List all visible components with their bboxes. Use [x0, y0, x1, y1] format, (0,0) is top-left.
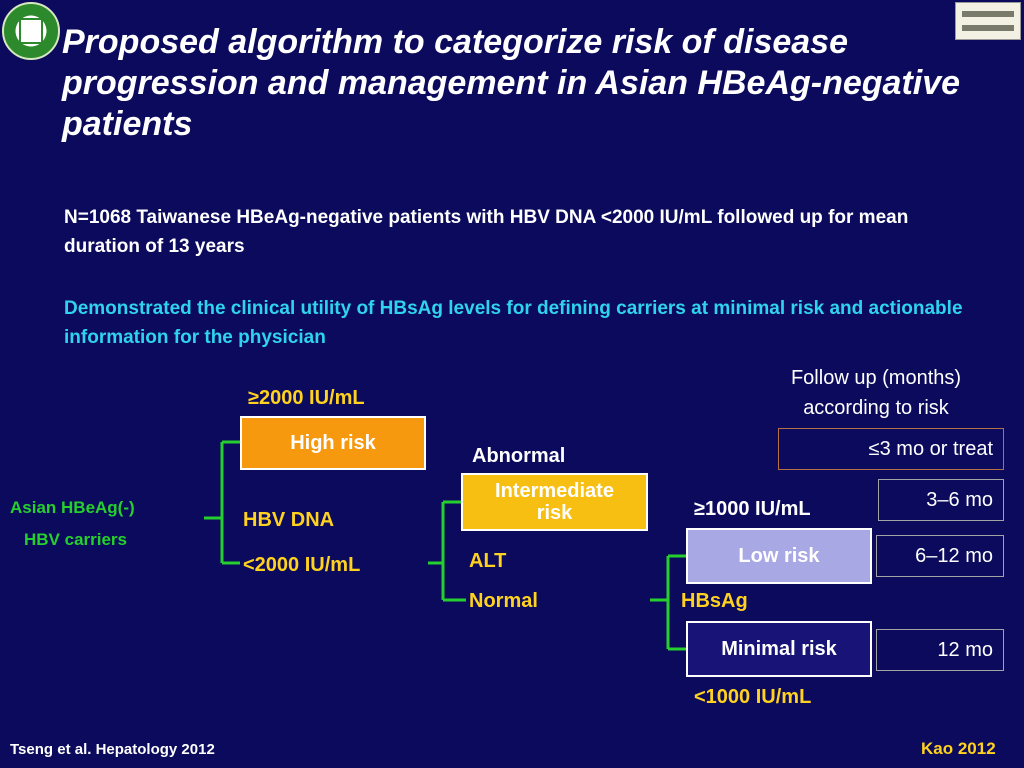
followup-header-line1: Follow up (months) — [790, 367, 962, 389]
intermediate-risk-line1: Intermediate — [495, 480, 614, 502]
hbsag-threshold-high: ≥1000 IU/mL — [694, 498, 811, 520]
hbsag-threshold-low: <1000 IU/mL — [694, 686, 812, 708]
followup-header-line2: according to risk — [803, 397, 949, 419]
university-seal-logo — [2, 2, 60, 60]
hbsag-label: HBsAg — [681, 590, 748, 612]
population-label-line2: HBV carriers — [24, 530, 128, 549]
author-credit: Kao 2012 — [921, 739, 996, 758]
hospital-logo — [955, 2, 1021, 40]
alt-label: ALT — [469, 550, 507, 572]
followup-high-risk: ≤3 mo or treat — [778, 428, 1004, 470]
study-conclusion: Demonstrated the clinical utility of HBs… — [64, 298, 963, 348]
dna-threshold-low: <2000 IU/mL — [243, 554, 361, 576]
slide-title: Proposed algorithm to categorize risk of… — [62, 23, 961, 143]
followup-minimal-risk: 12 mo — [876, 629, 1004, 671]
dna-threshold-high: ≥2000 IU/mL — [248, 387, 365, 409]
high-risk-box: High risk — [240, 416, 426, 470]
followup-low-risk: 6–12 mo — [876, 535, 1004, 577]
minimal-risk-box: Minimal risk — [686, 621, 872, 677]
citation: Tseng et al. Hepatology 2012 — [10, 741, 215, 758]
alt-abnormal-label: Abnormal — [472, 445, 566, 467]
followup-intermediate-risk: 3–6 mo — [878, 479, 1004, 521]
intermediate-risk-box: Intermediate risk — [461, 473, 648, 531]
alt-normal-label: Normal — [469, 590, 538, 612]
study-description: N=1068 Taiwanese HBeAg-negative patients… — [64, 207, 909, 257]
dna-label: HBV DNA — [243, 509, 335, 531]
population-label-line1: Asian HBeAg(-) — [10, 498, 135, 517]
intermediate-risk-line2: risk — [536, 502, 573, 524]
low-risk-box: Low risk — [686, 528, 872, 584]
